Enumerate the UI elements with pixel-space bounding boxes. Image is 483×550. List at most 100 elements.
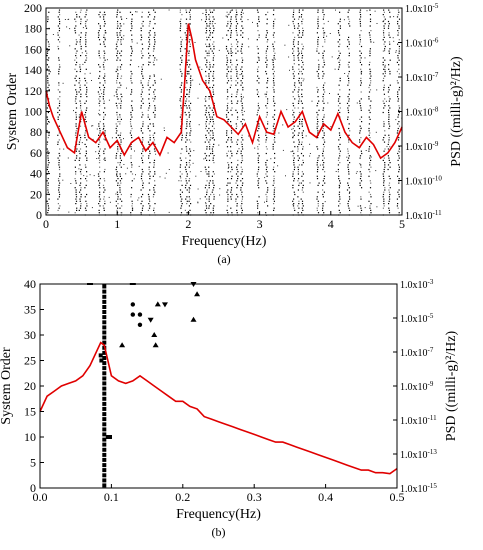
x-tick-label: 5 xyxy=(399,217,405,231)
stabilization-point xyxy=(117,146,119,148)
stabilization-point xyxy=(76,14,78,16)
stabilization-point xyxy=(181,59,183,61)
stabilization-point xyxy=(242,36,244,38)
stabilization-point xyxy=(129,11,132,13)
stabilization-point xyxy=(388,32,390,34)
stabilization-point xyxy=(317,203,319,205)
stabilization-point xyxy=(292,91,294,93)
stabilization-point xyxy=(228,137,230,139)
stabilization-point xyxy=(389,187,391,189)
stabilization-point xyxy=(368,130,370,132)
stabilization-point xyxy=(188,178,191,180)
stabilization-point xyxy=(347,118,349,120)
stabilization-point xyxy=(149,105,151,107)
stabilization-point xyxy=(368,148,370,150)
stabilization-point xyxy=(184,96,187,98)
stabilization-point xyxy=(236,205,238,207)
stabilization-point xyxy=(397,82,399,84)
stabilization-point xyxy=(230,130,233,132)
stabilization-point xyxy=(46,55,48,57)
stabilization-point xyxy=(273,9,275,11)
stabilization-point xyxy=(48,198,50,200)
stabilization-point xyxy=(205,171,207,173)
stabilization-point xyxy=(46,123,49,125)
stabilization-point xyxy=(208,36,210,38)
stabilization-point xyxy=(188,100,190,102)
stabilization-point xyxy=(256,121,258,123)
stabilization-point xyxy=(293,168,295,171)
stabilization-point xyxy=(226,11,228,13)
stabilization-point xyxy=(213,205,215,207)
stabilization-point xyxy=(78,34,80,36)
stabilization-point xyxy=(212,209,214,211)
stabilization-point xyxy=(235,123,237,125)
stabilization-point xyxy=(235,52,237,54)
stabilization-point xyxy=(397,14,399,16)
stabilization-point xyxy=(206,180,208,182)
stabilization-point xyxy=(89,72,91,74)
stabilization-point xyxy=(206,55,208,57)
stabilization-point xyxy=(84,77,86,79)
stabilization-point xyxy=(98,34,100,36)
stabilization-point xyxy=(344,73,346,74)
stabilization-point xyxy=(152,61,154,63)
stabilization-point xyxy=(85,45,87,48)
stabilization-point xyxy=(383,86,385,89)
stabilization-point xyxy=(273,20,275,23)
stabilization-point xyxy=(81,142,83,144)
stabilization-point xyxy=(142,171,144,173)
stabilization-point xyxy=(152,196,154,198)
stabilization-point xyxy=(316,207,318,209)
stabilization-point xyxy=(360,196,362,198)
stabilization-point xyxy=(293,178,295,180)
stabilization-point xyxy=(186,30,188,32)
stabilization-point xyxy=(240,193,243,196)
stabilization-point xyxy=(273,23,275,25)
stabilization-point xyxy=(153,59,155,61)
stabilization-point xyxy=(368,127,370,130)
stabilization-point xyxy=(46,68,48,70)
stabilization-point xyxy=(229,86,231,89)
stabilization-point xyxy=(98,123,100,125)
stabilization-point xyxy=(370,80,372,82)
stabilization-point xyxy=(148,57,150,59)
stabilization-point xyxy=(293,50,295,52)
right-tick-label: 1.0x10-6 xyxy=(405,37,439,50)
stabilization-point xyxy=(226,132,228,134)
stabilization-point xyxy=(131,203,133,205)
stabilization-point xyxy=(46,141,49,143)
stabilization-point xyxy=(274,171,276,173)
stabilization-point xyxy=(80,93,82,95)
stabilization-point xyxy=(292,105,295,107)
stabilization-point xyxy=(300,70,302,73)
stabilization-point xyxy=(383,200,385,202)
stabilization-point xyxy=(131,109,134,111)
stabilization-point xyxy=(241,82,243,84)
stabilization-point xyxy=(116,191,118,193)
stabilization-point xyxy=(311,100,313,102)
stabilization-point xyxy=(226,134,228,136)
stabilization-point xyxy=(75,89,77,91)
stabilization-point xyxy=(272,148,274,150)
right-tick-label: 1.0x10-8 xyxy=(405,106,439,119)
stabilization-point xyxy=(47,118,49,120)
stabilization-point xyxy=(389,146,391,148)
stabilization-point xyxy=(83,175,85,177)
x-tick-label: 0.3 xyxy=(247,490,262,504)
stabilization-point xyxy=(258,143,260,145)
stabilization-point xyxy=(96,128,98,130)
stabilization-point xyxy=(131,166,133,168)
stabilization-point xyxy=(359,105,362,107)
stabilization-point xyxy=(317,130,319,132)
stabilization-point xyxy=(359,163,361,165)
stabilization-point xyxy=(181,14,183,16)
stabilization-point xyxy=(398,11,400,13)
stabilization-point xyxy=(265,70,267,73)
stabilization-point xyxy=(258,196,260,198)
stabilization-point xyxy=(46,200,48,202)
stabilization-point xyxy=(79,134,81,136)
stabilization-point xyxy=(153,100,155,102)
stabilization-point xyxy=(265,105,267,107)
stabilization-point xyxy=(208,82,210,84)
stabilization-point xyxy=(317,132,319,134)
